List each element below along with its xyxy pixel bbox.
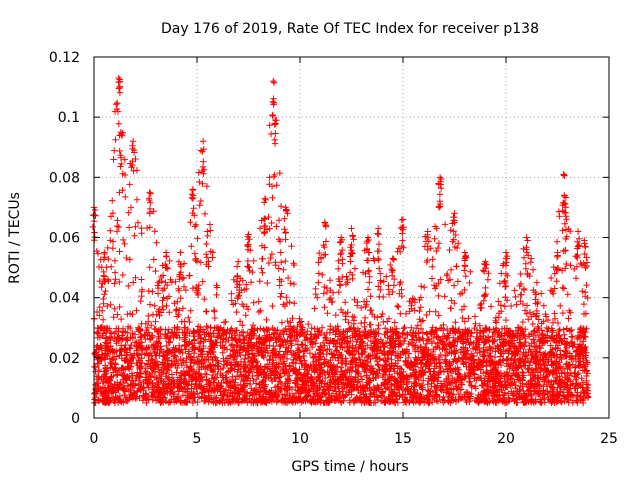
x-tick-label: 5 [193, 431, 202, 447]
peak-point [199, 138, 207, 145]
peak-point [562, 204, 569, 211]
peak-point [321, 219, 328, 226]
peak-point [189, 186, 197, 193]
peak-point [389, 255, 396, 262]
peak-point [245, 231, 252, 238]
peak-point [101, 249, 108, 256]
peak-point [364, 234, 372, 241]
x-tick-label: 10 [291, 431, 309, 447]
peak-point [399, 216, 407, 223]
peak-point [461, 249, 468, 256]
peak-point [348, 225, 355, 232]
chart-title: Day 176 of 2019, Rate Of TEC Index for r… [161, 21, 539, 37]
peak-point [502, 249, 510, 256]
x-tick-label: 25 [600, 431, 618, 447]
x-tick-label: 15 [394, 431, 412, 447]
x-tick-label: 0 [90, 431, 99, 447]
peak-point [533, 279, 541, 286]
peak-point [560, 171, 567, 178]
y-tick-label: 0.08 [49, 170, 80, 186]
y-tick-label: 0.12 [49, 50, 80, 66]
peak-point [375, 225, 382, 232]
roti-points [89, 76, 592, 407]
y-tick-label: 0.06 [49, 231, 80, 247]
data-points [89, 74, 592, 407]
peak-point [574, 228, 582, 235]
peak-point [117, 129, 124, 136]
axis-ticks: 0 5 10 15 20 25 0 0.02 0.04 0.06 0.08 0.1 0.12 [49, 50, 618, 447]
y-tick-label: 0.1 [58, 110, 80, 126]
peak-point [261, 195, 269, 202]
peak-point [338, 234, 345, 241]
y-tick-label: 0.02 [49, 351, 80, 367]
peak-point [129, 138, 137, 145]
y-tick-label: 0 [71, 411, 80, 427]
peak-point [177, 249, 184, 256]
x-axis-label: GPS time / hours [291, 459, 408, 475]
peak-point [554, 249, 561, 256]
peak-point [523, 234, 530, 241]
peak-point [235, 258, 242, 265]
peak-point [436, 174, 444, 181]
x-tick-label: 20 [497, 431, 515, 447]
peak-point [270, 77, 277, 85]
peak-point [282, 204, 289, 211]
peak-point [162, 249, 170, 256]
peak-point [424, 228, 431, 235]
y-tick-label: 0.04 [49, 291, 80, 307]
peak-point [204, 228, 211, 235]
peak-point [146, 189, 153, 196]
peak-point [115, 74, 122, 82]
peak-point [581, 237, 588, 244]
y-axis-label: ROTI / TECUs [7, 192, 23, 284]
peak-point [451, 210, 458, 217]
peak-point [482, 258, 489, 265]
peak-point [272, 116, 279, 124]
